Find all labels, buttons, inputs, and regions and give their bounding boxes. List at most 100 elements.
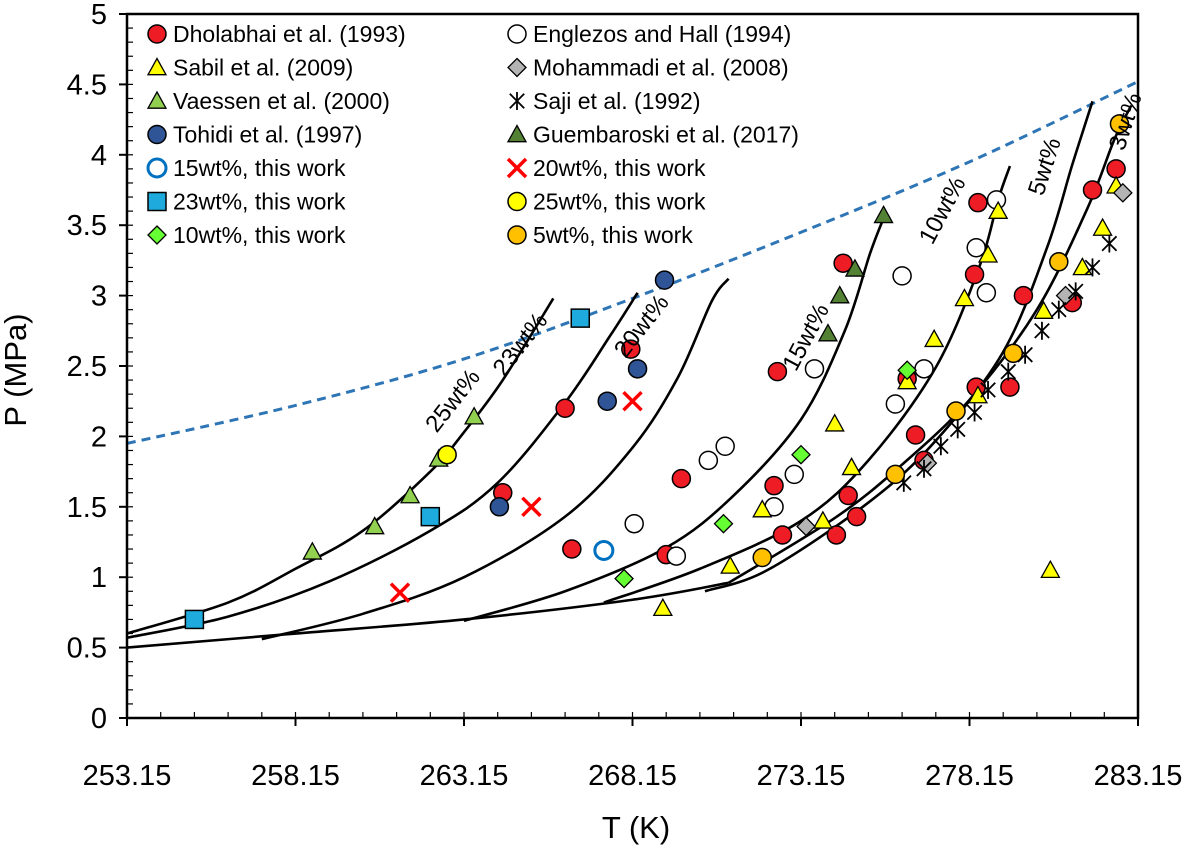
y-tick-label: 4.5 [67, 69, 107, 101]
legend-label: 20wt%, this work [533, 155, 706, 181]
data-point-series-2 [954, 288, 975, 307]
data-point-series-11 [437, 444, 457, 465]
data-point-series-1 [784, 464, 805, 485]
data-point-series-0 [846, 506, 867, 527]
data-point-series-5 [916, 459, 932, 478]
x-stroke [506, 157, 528, 179]
y-tick-label: 2 [91, 421, 107, 453]
legend-marker [507, 191, 527, 212]
data-point-series-8 [593, 539, 615, 561]
data-point-series-0 [1106, 159, 1126, 179]
data-point-series-5 [1050, 300, 1067, 319]
x-tick-label: 283.15 [1094, 760, 1183, 792]
data-point-series-2 [812, 510, 834, 529]
data-point-series-4 [364, 516, 385, 535]
y-tick-label: 5 [91, 0, 107, 31]
data-point-series-12 [713, 513, 734, 534]
data-point-series-1 [914, 359, 934, 379]
curve-label: 20wt% [609, 289, 675, 362]
data-point-series-5 [949, 420, 966, 439]
data-point-series-7 [873, 205, 894, 224]
data-point-series-6 [627, 359, 648, 379]
data-point-series-2 [924, 328, 945, 348]
legend-marker [146, 57, 168, 76]
y-axis-title: P (MPa) [0, 313, 33, 426]
data-point-series-5 [1101, 234, 1118, 253]
data-point-series-7 [844, 258, 866, 277]
data-point-series-5 [1067, 282, 1084, 301]
data-point-series-2 [988, 200, 1009, 219]
axes-layer: 0 0.5 1 1.5 2 2.5 3 3.5 4 4.5 5 253.15 258.15 263.15 2… [67, 0, 1183, 792]
data-point-series-2 [652, 597, 673, 617]
data-point-series-0 [562, 539, 582, 559]
y-tick-label: 2.5 [67, 351, 107, 383]
x-tick-label: 278.15 [925, 760, 1014, 792]
data-point-series-13 [1109, 114, 1130, 134]
legend-label: Englezos and Hall (1994) [533, 21, 791, 47]
data-point-series-10 [570, 308, 591, 328]
equilibrium-curve-3 [126, 292, 639, 640]
x-stroke [622, 390, 643, 412]
data-point-series-0 [772, 525, 793, 545]
legend-marker [507, 225, 527, 245]
data-point-series-0 [671, 468, 692, 489]
data-point-series-5 [1000, 362, 1017, 381]
data-point-series-2 [897, 371, 918, 390]
data-point-series-0 [833, 253, 853, 273]
legend-label: Vaessen et al. (2000) [173, 88, 390, 114]
data-point-series-12 [791, 444, 811, 465]
data-point-series-5 [933, 437, 949, 456]
data-point-series-0 [964, 264, 985, 285]
legend-label: 15wt%, this work [173, 155, 346, 181]
curves-layer [126, 80, 1139, 649]
data-point-series-2 [1033, 300, 1054, 319]
data-point-series-0 [621, 339, 641, 359]
curve-label: 25wt% [420, 364, 486, 437]
legend-label: Guembaroski et al. (2017) [533, 122, 799, 148]
data-point-series-0 [1082, 180, 1103, 200]
equilibrium-curve-4 [261, 277, 730, 641]
data-point-series-1 [666, 546, 687, 566]
x-tick-label: 268.15 [588, 760, 677, 792]
data-point-series-5 [1034, 321, 1050, 340]
data-point-series-0 [1000, 377, 1020, 397]
data-point-series-2 [1040, 559, 1061, 579]
data-point-series-0 [838, 485, 858, 506]
data-point-series-1 [966, 237, 986, 258]
data-point-series-9 [521, 496, 542, 518]
data-point-series-3 [1112, 182, 1133, 203]
data-point-series-12 [614, 568, 634, 589]
data-point-series-0 [1013, 285, 1034, 306]
data-point-series-0 [555, 398, 575, 418]
legend-label: Tohidi et al. (1997) [173, 122, 362, 148]
data-point-series-3 [1055, 285, 1076, 306]
data-point-series-4 [399, 485, 421, 504]
y-tick-label: 3.5 [67, 210, 107, 242]
data-point-series-13 [1003, 343, 1024, 364]
data-points-layer [184, 114, 1133, 630]
legend-marker [146, 90, 168, 109]
data-point-series-10 [420, 506, 441, 527]
y-tick-label: 1 [91, 562, 107, 594]
data-point-series-2 [841, 457, 862, 476]
data-point-series-9 [389, 582, 411, 603]
legend-label: Saji et al. (1992) [533, 88, 700, 114]
data-point-series-4 [464, 406, 485, 425]
legend-label: 25wt%, this work [533, 189, 706, 215]
y-tick-label: 4 [91, 140, 107, 172]
legend-label: 10wt%, this work [173, 222, 346, 248]
x-stroke [389, 582, 411, 603]
data-point-series-2 [824, 413, 845, 432]
data-point-series-5 [966, 403, 983, 422]
equilibrium-curve-1 [126, 581, 729, 649]
data-point-series-13 [752, 547, 772, 568]
legend-marker [147, 24, 167, 44]
data-point-series-9 [622, 390, 643, 412]
data-point-series-7 [817, 323, 839, 342]
data-point-series-1 [885, 394, 906, 414]
data-point-series-10 [184, 609, 205, 630]
data-point-series-1 [715, 436, 735, 457]
data-point-series-13 [946, 401, 966, 421]
data-point-series-5 [1084, 258, 1101, 277]
x-tick-label: 263.15 [420, 760, 509, 792]
